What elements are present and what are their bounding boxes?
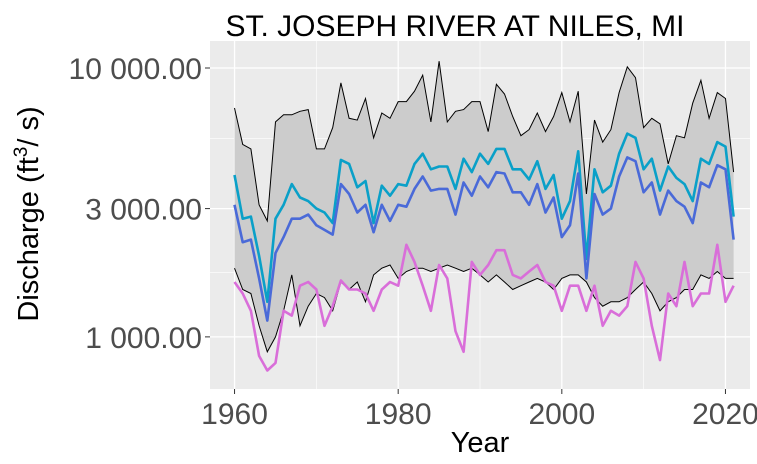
series-lines xyxy=(233,132,735,372)
x-tick-label: 2020 xyxy=(692,398,757,431)
series-line-2 xyxy=(233,156,735,322)
chart-title: ST. JOSEPH RIVER AT NILES, MI xyxy=(225,10,684,43)
series-line-1 xyxy=(233,132,735,304)
x-tick-label: 2000 xyxy=(528,398,595,431)
x-tick-label: 1960 xyxy=(201,398,268,431)
y-axis-title-superscript: 3 xyxy=(11,147,32,158)
x-tick-label: 1980 xyxy=(365,398,432,431)
x-axis: 1960 1980 2000 2020 xyxy=(201,389,757,431)
y-axis: 1 000.00 3 000.00 10 000.00 xyxy=(69,53,210,355)
y-axis-title-main: Discharge (ft xyxy=(13,157,45,321)
y-tick-label: 1 000.00 xyxy=(85,322,202,355)
discharge-range-band xyxy=(234,61,734,352)
x-axis-title: Year xyxy=(451,427,510,459)
y-tick-label: 10 000.00 xyxy=(69,53,202,86)
series-line-3 xyxy=(233,243,735,372)
band-upper-line xyxy=(234,61,735,223)
y-axis-title-end: / s) xyxy=(13,106,45,146)
y-tick-label: 3 000.00 xyxy=(85,194,202,227)
y-axis-title: Discharge (ft3/ s) xyxy=(11,106,45,321)
